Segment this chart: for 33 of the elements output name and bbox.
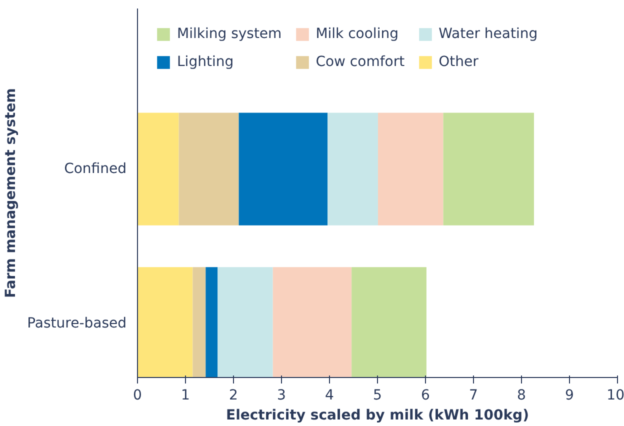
legend-label: Milk cooling bbox=[316, 26, 398, 42]
bar bbox=[218, 267, 273, 378]
bar bbox=[138, 267, 193, 378]
bar bbox=[238, 112, 328, 226]
legend-label: Other bbox=[438, 54, 478, 70]
y-tick-label: Confined bbox=[64, 161, 126, 178]
bar bbox=[328, 112, 378, 226]
x-tick-label: 8 bbox=[517, 388, 526, 404]
x-tick-label: 0 bbox=[133, 388, 142, 404]
legend-label: Lighting bbox=[177, 54, 234, 70]
x-tick-label: 9 bbox=[565, 388, 574, 404]
x-tick-label: 2 bbox=[229, 388, 238, 404]
bar bbox=[352, 267, 426, 378]
legend-label: Cow comfort bbox=[316, 54, 405, 70]
x-tick-label: 7 bbox=[469, 388, 478, 404]
bar bbox=[192, 267, 206, 378]
legend-label: Milking system bbox=[177, 26, 282, 42]
bar bbox=[178, 112, 239, 226]
y-axis-title: Farm management system bbox=[3, 88, 20, 298]
x-tick-label: 1 bbox=[181, 388, 190, 404]
x-tick-label: 4 bbox=[325, 388, 334, 404]
bar bbox=[206, 267, 218, 378]
bar bbox=[378, 112, 444, 226]
x-tick-label: 10 bbox=[606, 388, 624, 404]
x-tick-label: 5 bbox=[373, 388, 382, 404]
x-tick-label: 3 bbox=[277, 388, 286, 404]
y-tick-label: Pasture-based bbox=[27, 315, 126, 332]
legend-label: Water heating bbox=[438, 26, 538, 42]
x-tick-label: 6 bbox=[421, 388, 430, 404]
bar bbox=[272, 267, 352, 378]
x-axis-title: Electricity scaled by milk (kWh 100kg) bbox=[226, 408, 529, 424]
bar bbox=[443, 112, 534, 226]
bar bbox=[138, 112, 179, 226]
